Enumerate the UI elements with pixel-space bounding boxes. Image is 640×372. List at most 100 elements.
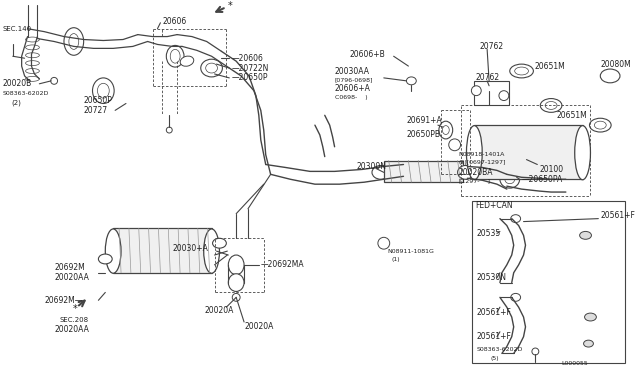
Text: 20080M: 20080M <box>600 60 631 68</box>
Ellipse shape <box>600 69 620 83</box>
Ellipse shape <box>515 67 529 75</box>
Text: 20606+B: 20606+B <box>349 50 385 59</box>
Text: N08918-1401A: N08918-1401A <box>459 152 505 157</box>
Text: SEC.140: SEC.140 <box>3 26 32 32</box>
Bar <box>384 161 463 182</box>
Ellipse shape <box>575 126 591 180</box>
Text: 20651M: 20651M <box>534 62 565 71</box>
Bar <box>474 81 509 105</box>
Text: L000055: L000055 <box>561 361 588 366</box>
Bar <box>472 201 625 363</box>
Ellipse shape <box>595 121 606 129</box>
Ellipse shape <box>499 91 509 100</box>
Text: 20020B: 20020B <box>3 79 32 88</box>
Ellipse shape <box>580 231 591 239</box>
Ellipse shape <box>180 56 194 66</box>
Ellipse shape <box>204 229 220 273</box>
Ellipse shape <box>505 175 515 184</box>
Text: (1): (1) <box>392 257 400 263</box>
Ellipse shape <box>106 229 121 273</box>
Text: 20691+A: 20691+A <box>406 116 442 125</box>
Ellipse shape <box>532 348 539 355</box>
Ellipse shape <box>228 274 244 291</box>
Text: 20020A: 20020A <box>244 323 273 331</box>
Text: 20650P: 20650P <box>84 96 113 105</box>
Ellipse shape <box>166 45 184 67</box>
Text: —20606: —20606 <box>231 54 263 63</box>
Text: 20020BA: 20020BA <box>459 168 493 177</box>
Text: 20727: 20727 <box>84 106 108 115</box>
Text: 20535: 20535 <box>476 229 500 238</box>
Text: 20561+F: 20561+F <box>600 211 635 220</box>
Ellipse shape <box>99 254 112 264</box>
Text: 20030AA: 20030AA <box>335 67 369 76</box>
Text: (2): (2) <box>12 99 22 106</box>
Ellipse shape <box>26 76 40 81</box>
Text: 20561+F: 20561+F <box>476 308 511 317</box>
Ellipse shape <box>205 63 218 73</box>
Ellipse shape <box>540 99 562 112</box>
Ellipse shape <box>26 61 40 65</box>
Text: [0796-0698]: [0796-0698] <box>335 77 373 82</box>
Ellipse shape <box>511 215 520 222</box>
Text: 20606: 20606 <box>163 17 187 26</box>
Ellipse shape <box>511 294 520 301</box>
Text: 20100: 20100 <box>540 165 563 174</box>
Ellipse shape <box>26 68 40 73</box>
Ellipse shape <box>439 121 452 139</box>
Ellipse shape <box>26 53 40 58</box>
Ellipse shape <box>406 77 416 85</box>
Ellipse shape <box>212 238 227 248</box>
Ellipse shape <box>500 170 520 188</box>
Text: FED+CAN: FED+CAN <box>476 201 513 210</box>
Text: 20020A: 20020A <box>205 306 234 315</box>
Ellipse shape <box>93 78 114 103</box>
Ellipse shape <box>584 340 593 347</box>
Ellipse shape <box>589 118 611 132</box>
Text: 20020AA: 20020AA <box>54 326 89 334</box>
Ellipse shape <box>69 33 79 49</box>
Bar <box>113 228 212 273</box>
Text: [1297-    ]: [1297- ] <box>459 179 490 184</box>
Text: 20650PB: 20650PB <box>406 131 440 140</box>
Text: —20692MA: —20692MA <box>260 260 305 269</box>
Text: 20692M: 20692M <box>54 263 85 272</box>
Ellipse shape <box>472 86 481 96</box>
Bar <box>474 125 582 179</box>
Text: 20561+F: 20561+F <box>476 332 511 341</box>
Ellipse shape <box>97 83 109 98</box>
Ellipse shape <box>510 64 533 78</box>
Text: 20606+A: 20606+A <box>335 84 371 93</box>
Ellipse shape <box>378 237 390 249</box>
Text: SEC.208: SEC.208 <box>59 317 88 323</box>
Ellipse shape <box>458 166 474 179</box>
Text: 20762: 20762 <box>479 42 504 51</box>
Ellipse shape <box>64 28 84 55</box>
Ellipse shape <box>170 49 180 63</box>
Ellipse shape <box>449 139 461 151</box>
Ellipse shape <box>166 127 172 133</box>
Text: 20692M—: 20692M— <box>44 296 83 305</box>
Text: 20300N: 20300N <box>356 162 387 171</box>
Text: *: * <box>73 304 77 314</box>
Ellipse shape <box>584 313 596 321</box>
Ellipse shape <box>26 37 40 42</box>
Text: 20651M: 20651M <box>556 111 587 120</box>
Text: (2)[0697-1297]: (2)[0697-1297] <box>459 160 506 165</box>
Ellipse shape <box>228 255 244 275</box>
Ellipse shape <box>232 294 240 301</box>
Text: S08363-6202D: S08363-6202D <box>476 347 523 352</box>
Text: S08363-6202D: S08363-6202D <box>3 91 49 96</box>
Ellipse shape <box>442 126 449 135</box>
Ellipse shape <box>51 77 58 84</box>
Text: —20650P: —20650P <box>231 73 268 82</box>
Text: (5): (5) <box>490 356 499 361</box>
Text: 20530N: 20530N <box>476 273 506 282</box>
Text: N08911-1081G: N08911-1081G <box>388 248 435 254</box>
Text: —20722N: —20722N <box>231 64 269 73</box>
Ellipse shape <box>372 166 390 179</box>
Ellipse shape <box>201 59 223 77</box>
Ellipse shape <box>467 126 482 180</box>
Text: *: * <box>227 1 232 11</box>
Text: 20762: 20762 <box>476 73 499 82</box>
